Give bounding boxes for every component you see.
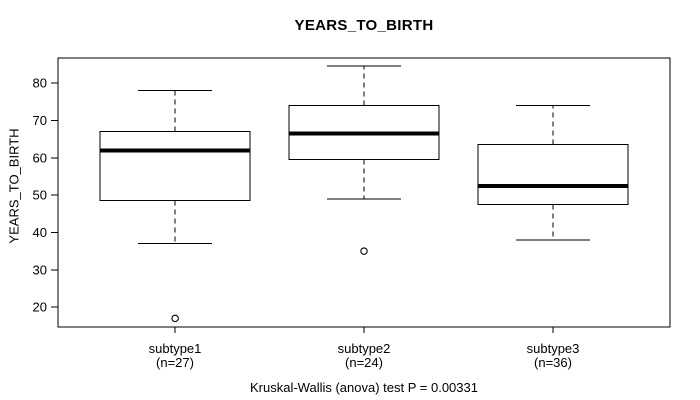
- box-rect-subtype3: [477, 144, 629, 205]
- group-name: subtype3: [526, 341, 580, 356]
- outlier-point-subtype2: [360, 247, 368, 255]
- box-rect-subtype1: [99, 131, 251, 202]
- chart-title: YEARS_TO_BIRTH: [294, 17, 434, 34]
- y-tick-label: 70: [33, 113, 47, 128]
- statistical-test-caption: Kruskal-Wallis (anova) test P = 0.00331: [250, 380, 478, 395]
- group-count: (n=24): [345, 355, 383, 370]
- group-count: (n=36): [534, 355, 572, 370]
- group-name: subtype1: [148, 341, 202, 356]
- y-tick-label: 40: [33, 225, 47, 240]
- y-tick-label: 50: [33, 188, 47, 203]
- x-tick-label-subtype3: subtype3 (n=36): [527, 342, 580, 370]
- group-name: subtype2: [337, 341, 391, 356]
- outlier-point-subtype1: [171, 314, 179, 323]
- y-tick-label: 80: [33, 76, 47, 91]
- group-count: (n=27): [156, 355, 194, 370]
- y-tick-label: 30: [33, 262, 47, 277]
- y-tick-label: 60: [33, 150, 47, 165]
- x-tick-label-subtype2: subtype2 (n=24): [338, 342, 391, 370]
- y-tick-label: 20: [33, 300, 47, 315]
- x-tick-label-subtype1: subtype1 (n=27): [149, 342, 202, 370]
